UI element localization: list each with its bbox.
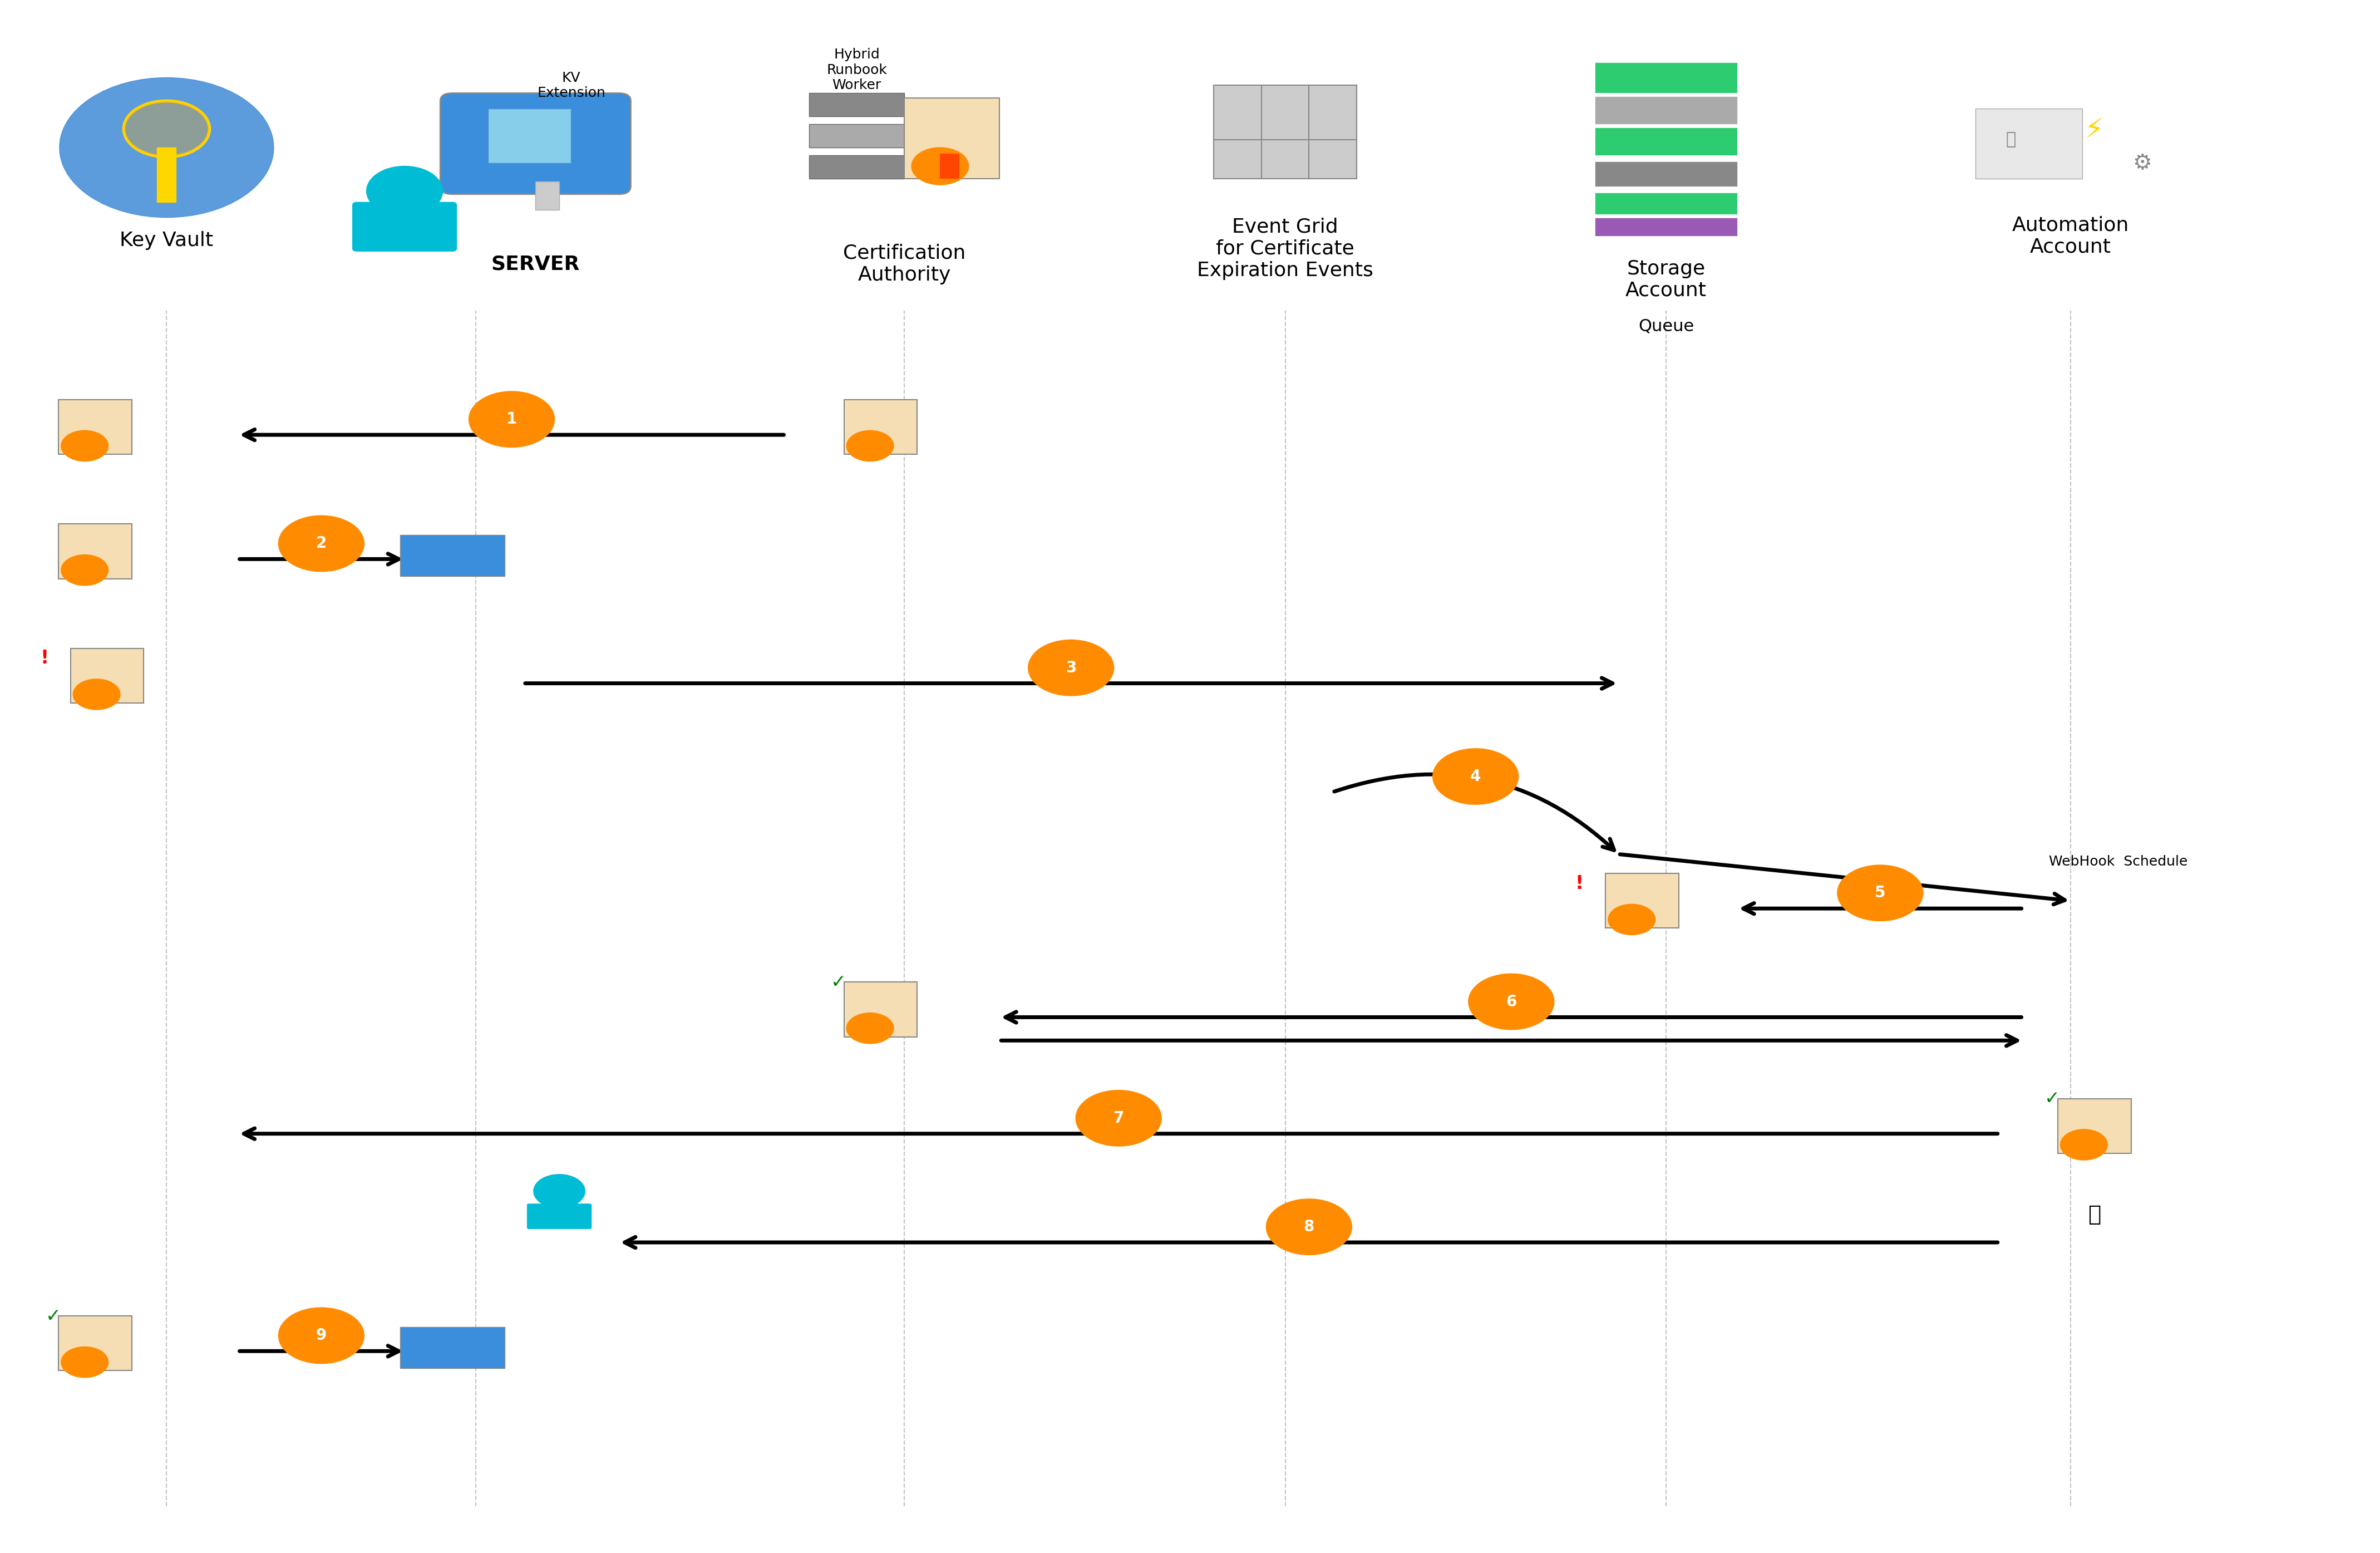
Text: Hybrid
Runbook
Worker: Hybrid Runbook Worker: [826, 48, 888, 92]
Bar: [1214, 85, 1357, 179]
Text: ⚡: ⚡: [2085, 116, 2104, 144]
Bar: [809, 124, 904, 148]
Text: 7: 7: [1114, 1110, 1123, 1126]
Text: 📎: 📎: [2006, 132, 2016, 148]
FancyBboxPatch shape: [352, 202, 457, 252]
Bar: [2059, 1098, 2130, 1154]
Bar: [1595, 127, 1737, 155]
Bar: [1595, 62, 1737, 93]
Text: WebHook  Schedule: WebHook Schedule: [2049, 856, 2187, 868]
Text: ⚙: ⚙: [2132, 152, 2152, 174]
Text: 2: 2: [317, 536, 326, 551]
Bar: [809, 155, 904, 179]
Circle shape: [62, 1346, 109, 1378]
Text: Automation
Account: Automation Account: [2011, 216, 2130, 256]
Circle shape: [912, 148, 969, 185]
Circle shape: [1468, 974, 1554, 1030]
Circle shape: [278, 1308, 364, 1364]
Circle shape: [124, 101, 209, 157]
Bar: [904, 98, 1000, 179]
Circle shape: [367, 166, 443, 216]
Circle shape: [1837, 865, 1923, 921]
Bar: [60, 399, 131, 455]
Text: KV
Extension: KV Extension: [538, 71, 605, 99]
Text: 8: 8: [1304, 1219, 1314, 1235]
Bar: [400, 536, 505, 576]
Text: Certification
Authority: Certification Authority: [843, 244, 966, 284]
Circle shape: [1028, 640, 1114, 696]
Text: ✓: ✓: [2044, 1089, 2061, 1107]
Circle shape: [62, 430, 109, 461]
Circle shape: [62, 554, 109, 585]
Text: 9: 9: [317, 1328, 326, 1343]
Circle shape: [533, 1174, 585, 1208]
Text: ✓: ✓: [831, 972, 847, 991]
Text: !: !: [40, 649, 48, 668]
FancyBboxPatch shape: [526, 1204, 593, 1228]
Circle shape: [1266, 1199, 1352, 1255]
Bar: [845, 981, 916, 1037]
Bar: [400, 1328, 505, 1368]
Bar: [1606, 873, 1678, 929]
Text: 📧: 📧: [2087, 1204, 2102, 1225]
Bar: [488, 109, 571, 163]
Bar: [940, 154, 959, 179]
Text: 4: 4: [1471, 769, 1480, 784]
Bar: [809, 93, 904, 116]
Text: 6: 6: [1507, 994, 1516, 1009]
Circle shape: [469, 391, 555, 447]
Bar: [1595, 217, 1737, 236]
Circle shape: [847, 430, 895, 461]
Bar: [1595, 193, 1737, 214]
Bar: [1975, 109, 2082, 179]
Bar: [536, 182, 559, 210]
Text: Event Grid
for Certificate
Expiration Events: Event Grid for Certificate Expiration Ev…: [1197, 217, 1373, 280]
Circle shape: [1076, 1090, 1161, 1146]
Circle shape: [60, 78, 274, 217]
Text: !: !: [1576, 874, 1583, 893]
Bar: [60, 523, 131, 579]
Circle shape: [1609, 904, 1656, 935]
Circle shape: [847, 1013, 895, 1044]
Bar: [1595, 162, 1737, 186]
Text: Storage
Account: Storage Account: [1626, 259, 1706, 300]
Bar: [60, 1315, 131, 1371]
Text: ✓: ✓: [45, 1306, 62, 1325]
Text: 5: 5: [1875, 885, 1885, 901]
Circle shape: [74, 679, 119, 710]
Bar: [1595, 96, 1737, 124]
Bar: [845, 399, 916, 455]
Text: Key Vault: Key Vault: [119, 231, 214, 250]
Text: SERVER: SERVER: [490, 255, 581, 273]
FancyBboxPatch shape: [440, 93, 631, 194]
Circle shape: [1433, 749, 1518, 804]
Text: 3: 3: [1066, 660, 1076, 676]
Circle shape: [2061, 1129, 2109, 1160]
Bar: [71, 648, 143, 704]
Text: Queue: Queue: [1637, 318, 1695, 334]
Text: 1: 1: [507, 412, 516, 427]
Bar: [157, 148, 176, 202]
Circle shape: [278, 516, 364, 572]
